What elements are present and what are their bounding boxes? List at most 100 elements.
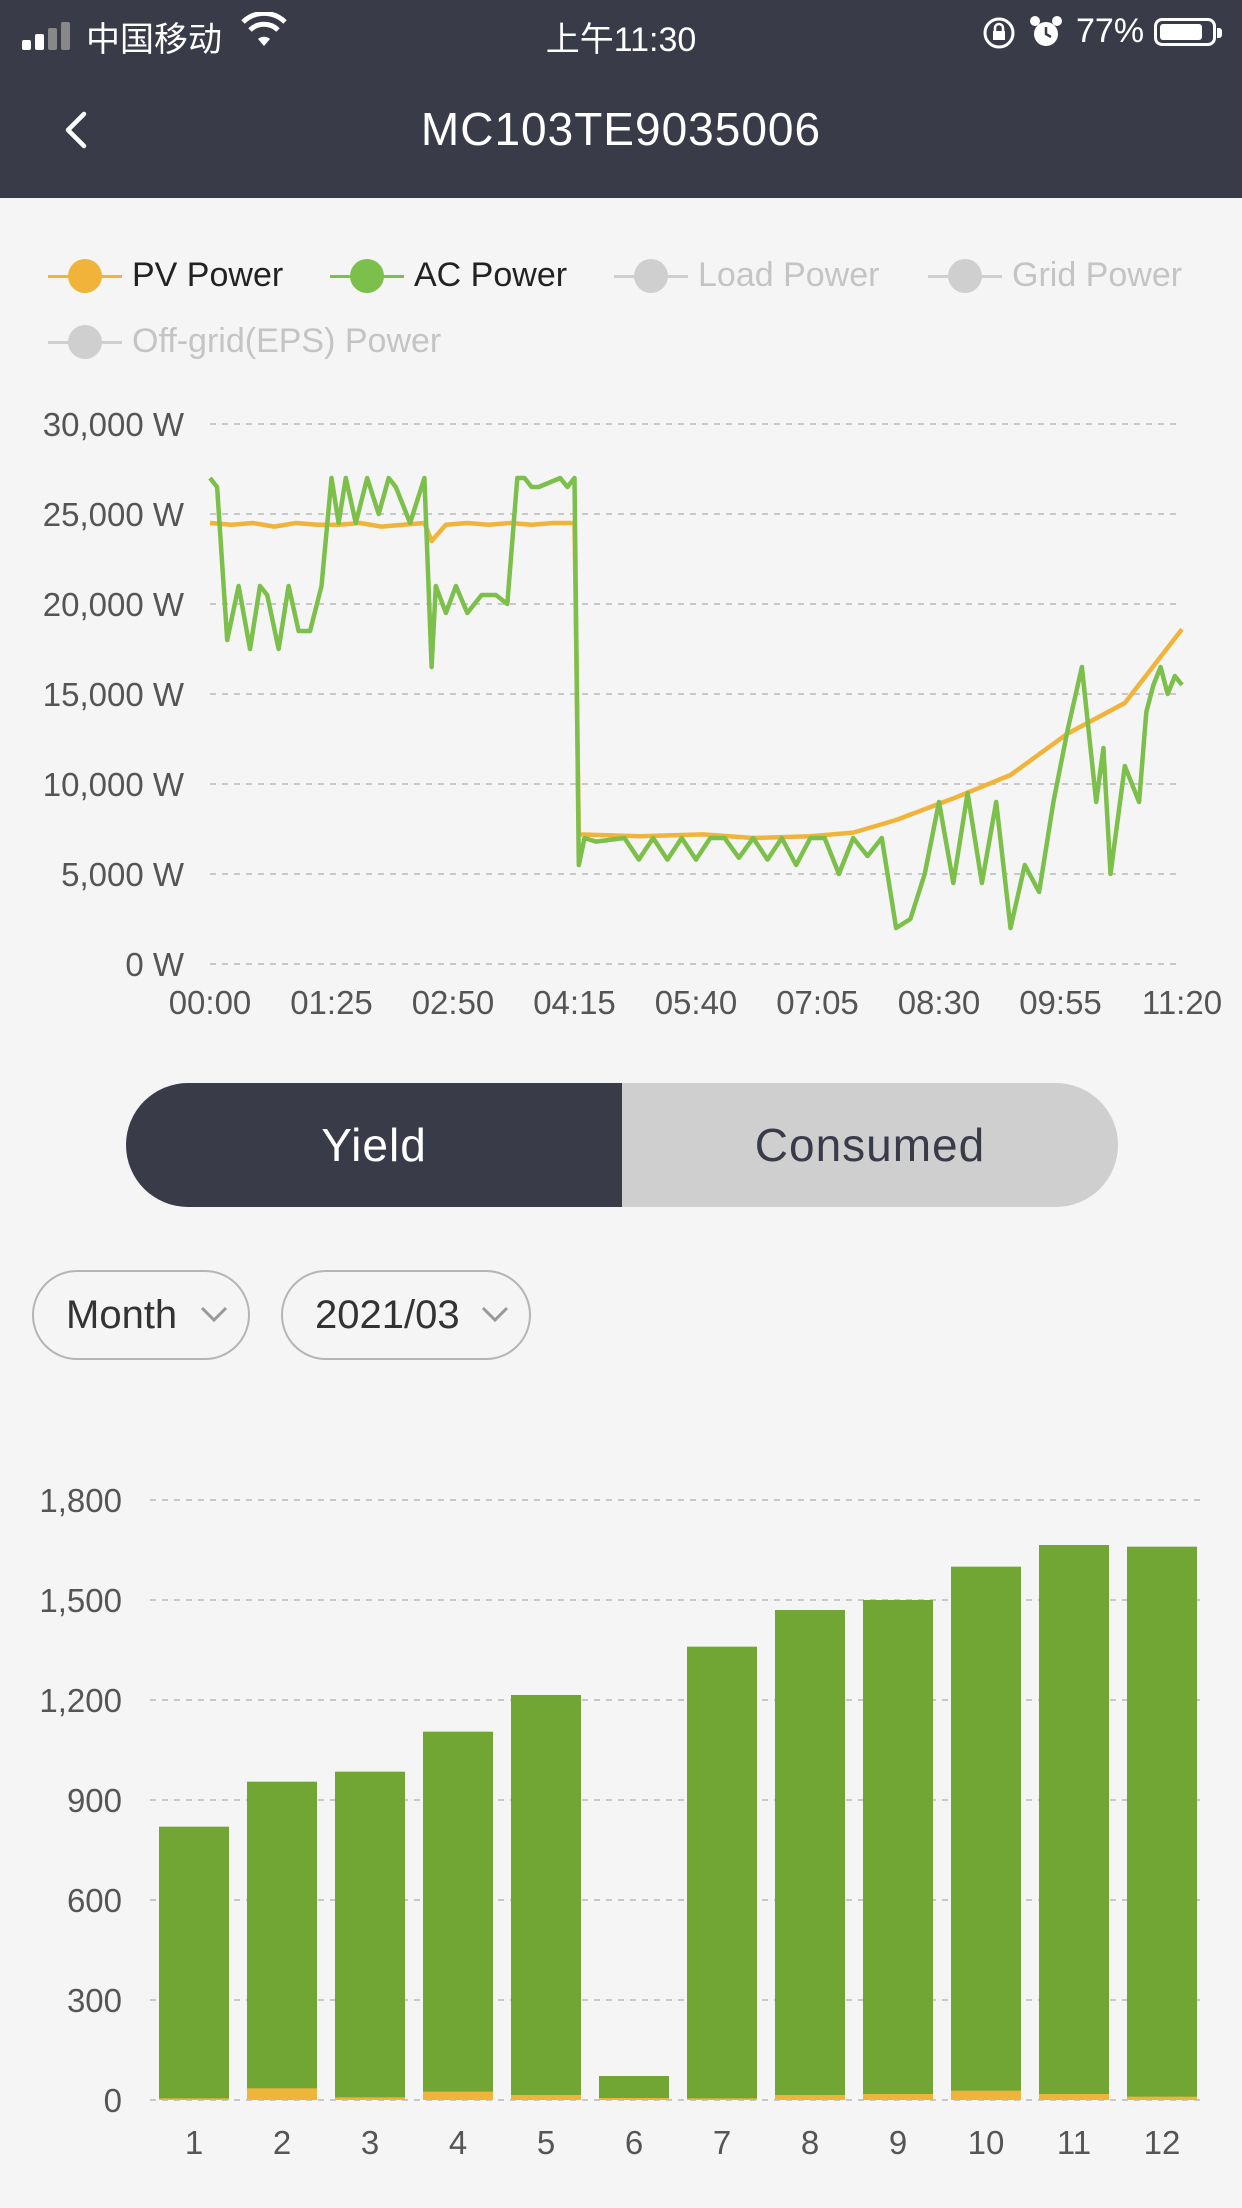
y-tick-label: 15,000 W xyxy=(43,676,185,713)
period-select-value: Month xyxy=(66,1292,178,1337)
pv-power-series-line xyxy=(209,520,1184,841)
legend-label: PV Power xyxy=(132,256,284,294)
y-tick-label: 5,000 W xyxy=(61,856,185,893)
y-tick-label: 0 xyxy=(104,2082,122,2119)
y-tick-label: 25,000 W xyxy=(43,496,185,533)
bar xyxy=(1039,1545,1109,2100)
legend-label: Grid Power xyxy=(1012,256,1183,294)
wifi-icon xyxy=(241,12,287,46)
page-title: MC103TE9035006 xyxy=(420,103,822,155)
yield-consumed-toggle: Yield Consumed xyxy=(126,1083,1118,1207)
y-tick-label: 20,000 W xyxy=(43,586,185,623)
x-tick-label: 05:40 xyxy=(655,984,738,1021)
x-tick-label: 1 xyxy=(185,2124,203,2161)
bar xyxy=(335,1771,405,2100)
back-chevron-icon[interactable] xyxy=(54,106,102,154)
x-tick-label: 09:55 xyxy=(1019,984,1102,1021)
x-tick-label: 7 xyxy=(713,2124,731,2161)
status-bar: 中国移动 上午11:30 77% xyxy=(0,0,1242,64)
rotation-lock-icon xyxy=(983,17,1015,49)
chevron-down-icon xyxy=(200,1306,228,1323)
bar xyxy=(159,1826,229,2100)
bar-minor-segment xyxy=(247,2088,317,2100)
x-tick-label: 2 xyxy=(273,2124,291,2161)
x-tick-label: 12 xyxy=(1144,2124,1181,2161)
y-tick-label: 600 xyxy=(67,1882,122,1919)
legend-marker-icon xyxy=(614,258,688,294)
bar xyxy=(951,1566,1021,2100)
bar xyxy=(599,2076,669,2100)
legend-marker-icon xyxy=(48,258,122,294)
battery-icon xyxy=(1154,18,1222,46)
bar-minor-segment xyxy=(1039,2094,1109,2100)
x-tick-label: 10 xyxy=(968,2124,1005,2161)
y-tick-label: 1,200 xyxy=(39,1682,122,1719)
bar xyxy=(1127,1546,1197,2100)
carrier-label: 中国移动 xyxy=(86,21,222,59)
x-tick-label: 8 xyxy=(801,2124,819,2161)
date-select[interactable]: 2021/03 xyxy=(281,1270,531,1360)
bar xyxy=(247,1781,317,2100)
y-tick-label: 30,000 W xyxy=(43,406,185,443)
x-tick-label: 3 xyxy=(361,2124,379,2161)
y-tick-label: 1,800 xyxy=(39,1482,122,1519)
period-select[interactable]: Month xyxy=(32,1270,250,1360)
bar-minor-segment xyxy=(599,2098,669,2100)
bar-minor-segment xyxy=(159,2098,229,2100)
legend-marker-icon xyxy=(330,258,404,294)
legend-label: Load Power xyxy=(698,256,880,294)
clock: 上午11:30 xyxy=(545,21,697,59)
legend-label: Off-grid(EPS) Power xyxy=(132,322,442,360)
bar xyxy=(775,1610,845,2100)
tab-consumed[interactable]: Consumed xyxy=(622,1083,1118,1207)
bar xyxy=(423,1731,493,2100)
power-line-chart: 30,000 W 25,000 W 20,000 W 15,000 W 10,000 W… xyxy=(43,406,1222,1021)
legend-label: AC Power xyxy=(414,256,568,294)
y-tick-label: 900 xyxy=(67,1782,122,1819)
legend-marker-icon xyxy=(48,324,122,360)
x-tick-label: 11 xyxy=(1057,2124,1091,2161)
bar-minor-segment xyxy=(687,2098,757,2100)
x-tick-label: 08:30 xyxy=(898,984,981,1021)
nav-bar: MC103TE9035006 xyxy=(0,64,1242,198)
y-tick-label: 1,500 xyxy=(39,1582,122,1619)
x-tick-label: 01:25 xyxy=(290,984,373,1021)
x-tick-label: 02:50 xyxy=(412,984,495,1021)
x-tick-label: 11:20 xyxy=(1142,984,1222,1021)
bar xyxy=(511,1695,581,2100)
battery-percent: 77% xyxy=(1076,12,1145,50)
legend-item-grid-power[interactable]: Grid Power xyxy=(928,256,1182,295)
signal-icon xyxy=(22,22,74,50)
date-select-value: 2021/03 xyxy=(315,1292,460,1337)
x-tick-label: 00:00 xyxy=(169,984,252,1021)
legend-marker-icon xyxy=(928,258,1002,294)
tab-yield[interactable]: Yield xyxy=(126,1083,622,1207)
ac-power-series-line xyxy=(208,475,1184,931)
chart-legend: PV Power AC Power Load Power Grid Power … xyxy=(0,250,1242,370)
legend-item-pv-power[interactable]: PV Power xyxy=(48,256,283,295)
bar xyxy=(687,1646,757,2100)
x-tick-label: 6 xyxy=(625,2124,643,2161)
bar-minor-segment xyxy=(423,2091,493,2100)
bar-minor-segment xyxy=(511,2095,581,2100)
bar xyxy=(863,1600,933,2100)
bar-minor-segment xyxy=(863,2094,933,2100)
y-tick-label: 300 xyxy=(67,1982,122,2019)
legend-item-ac-power[interactable]: AC Power xyxy=(330,256,567,295)
bar-minor-segment xyxy=(1127,2096,1197,2100)
x-tick-label: 4 xyxy=(449,2124,467,2161)
alarm-icon xyxy=(1030,16,1062,46)
bar-minor-segment xyxy=(951,2090,1021,2100)
chevron-down-icon xyxy=(481,1306,509,1323)
y-tick-label: 10,000 W xyxy=(43,766,185,803)
legend-item-load-power[interactable]: Load Power xyxy=(614,256,879,295)
bar-minor-segment xyxy=(775,2095,845,2100)
x-tick-label: 04:15 xyxy=(533,984,616,1021)
x-tick-label: 9 xyxy=(889,2124,907,2161)
y-tick-label: 0 W xyxy=(125,946,185,983)
x-tick-label: 5 xyxy=(537,2124,555,2161)
x-tick-label: 07:05 xyxy=(776,984,859,1021)
bar-minor-segment xyxy=(335,2097,405,2100)
legend-item-eps-power[interactable]: Off-grid(EPS) Power xyxy=(48,322,441,361)
